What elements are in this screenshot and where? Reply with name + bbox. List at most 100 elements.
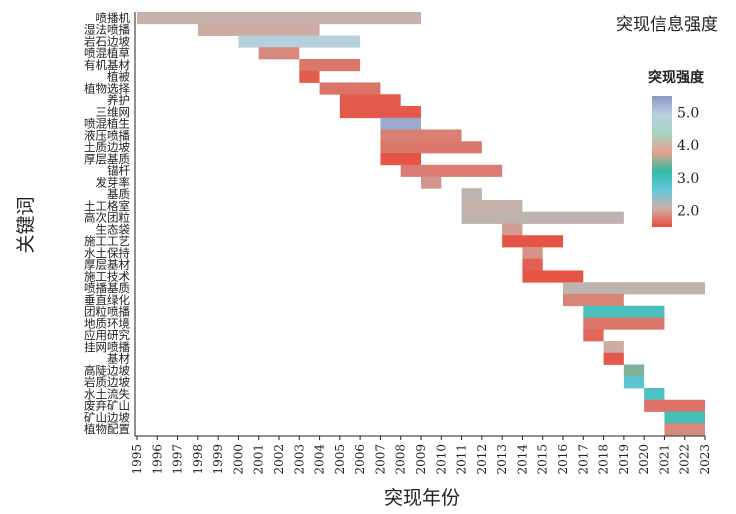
burst-bar [197, 23, 320, 36]
x-tick-label: 2019 [617, 444, 631, 475]
strength-legend: 突现强度 2.0 3.0 4.0 5.0 [648, 69, 705, 227]
legend-tick-label: 3.0 [677, 171, 699, 187]
keyword-label: 应用研究 [84, 328, 130, 342]
burst-bar [258, 47, 300, 60]
burst-bar [563, 294, 624, 307]
x-tick-label: 2000 [231, 444, 245, 475]
burst-bar [461, 200, 523, 213]
legend-tick-label: 2.0 [677, 204, 699, 220]
x-tick-label: 1995 [130, 444, 144, 475]
burst-bar [664, 423, 705, 436]
x-tick-label: 2004 [313, 444, 327, 475]
keyword-label: 厚层基质 [84, 152, 130, 166]
burst-bar [502, 223, 523, 236]
x-tick-label: 2001 [252, 444, 266, 475]
keyword-label: 喷混植草 [84, 46, 130, 60]
burst-bar [603, 352, 624, 365]
x-tick-label: 2011 [455, 444, 469, 475]
x-axis-title: 突现年份 [384, 487, 460, 509]
keyword-label: 施工工艺 [84, 234, 130, 248]
legend-tick-label: 4.0 [677, 138, 699, 154]
burst-bar [623, 364, 645, 377]
keyword-label: 植物选择 [84, 81, 130, 95]
x-tick-label: 2023 [698, 444, 712, 475]
burst-bar [502, 235, 563, 248]
keyword-label: 土质边坡 [84, 140, 130, 154]
burst-bar [380, 141, 482, 154]
bars-group [137, 12, 705, 436]
keyword-label: 生态袋 [96, 222, 131, 236]
burst-bar [400, 164, 503, 177]
legend-tick-label: 5.0 [677, 105, 699, 121]
burst-bar [583, 305, 665, 318]
x-tick-label: 2014 [515, 444, 529, 475]
burst-bar [380, 117, 421, 130]
keyword-label: 三维网 [96, 105, 131, 119]
burst-bar [238, 35, 361, 48]
chart-title: 突现信息强度 [616, 15, 718, 35]
x-tick-label: 2007 [373, 444, 387, 475]
burst-bar [421, 176, 442, 189]
x-tick-label: 2010 [434, 444, 448, 475]
legend-colorbar [652, 96, 672, 227]
axes-group [134, 12, 705, 437]
burst-bar [563, 282, 705, 295]
keyword-label: 挂网喷播 [84, 340, 130, 354]
burst-bar [299, 59, 361, 72]
keyword-label: 湿法喷播 [84, 23, 130, 37]
burst-bar [603, 341, 624, 354]
keyword-label: 液压喷播 [84, 128, 130, 142]
keyword-label: 土工格室 [84, 199, 130, 213]
x-tick-label: 2016 [556, 444, 570, 475]
x-tick-label: 2017 [576, 444, 590, 475]
keyword-label: 岩质边坡 [84, 375, 130, 389]
keyword-label: 高陡边坡 [84, 363, 130, 377]
keyword-label: 施工技术 [84, 269, 130, 283]
y-axis-title: 关键词 [15, 196, 37, 253]
keyword-label: 矿山边坡 [84, 410, 130, 424]
x-tick-label: 2002 [272, 444, 286, 475]
x-tick-label: 1998 [191, 444, 205, 475]
x-tick-label: 2012 [475, 444, 489, 475]
x-tick-label: 2022 [678, 444, 692, 475]
keyword-label: 地质环境 [84, 316, 130, 330]
burst-bar [644, 399, 705, 412]
x-tick-label: 2008 [394, 444, 408, 475]
burst-bar [664, 411, 705, 424]
keyword-label: 团粒喷播 [84, 305, 130, 319]
burst-bar [522, 247, 543, 260]
burst-bar [583, 329, 604, 342]
x-tick-label: 2013 [495, 444, 509, 475]
keyword-label: 有机基材 [84, 58, 130, 72]
keyword-label: 植物配置 [84, 422, 130, 436]
burst-bar [583, 317, 665, 330]
keyword-label: 厚层基材 [84, 258, 130, 272]
burst-bar [339, 94, 401, 107]
x-tick-label: 2005 [333, 444, 347, 475]
x-tick-label: 2021 [657, 444, 671, 475]
x-tick-label: 2018 [597, 444, 611, 475]
x-tick-label: 1999 [211, 444, 225, 475]
keyword-label: 植被 [107, 70, 130, 84]
keyword-label: 养护 [107, 93, 130, 107]
burst-bar [299, 70, 320, 83]
x-tick-label: 1996 [150, 444, 164, 475]
burst-bar [461, 188, 482, 201]
keyword-label: 高次团粒 [84, 211, 130, 225]
burst-bar [522, 258, 543, 271]
burst-bar [380, 129, 462, 142]
keyword-label: 基材 [107, 352, 130, 366]
keyword-label: 水土保持 [84, 246, 130, 260]
burst-bar [380, 153, 421, 166]
keyword-label: 喷混植生 [84, 117, 130, 131]
keyword-label: 基质 [107, 187, 130, 201]
x-tick-label: 2006 [353, 444, 367, 475]
keyword-label: 水土流失 [84, 387, 130, 401]
x-tick-label: 2003 [292, 444, 306, 475]
x-tick-label: 2020 [637, 444, 651, 475]
x-ticks: 1995 1996 1997 1998 1999 2000 2001 2002 2003 2004… [130, 436, 712, 475]
legend-title: 突现强度 [648, 69, 705, 86]
burst-bar [461, 211, 624, 224]
burst-bar [522, 270, 584, 283]
